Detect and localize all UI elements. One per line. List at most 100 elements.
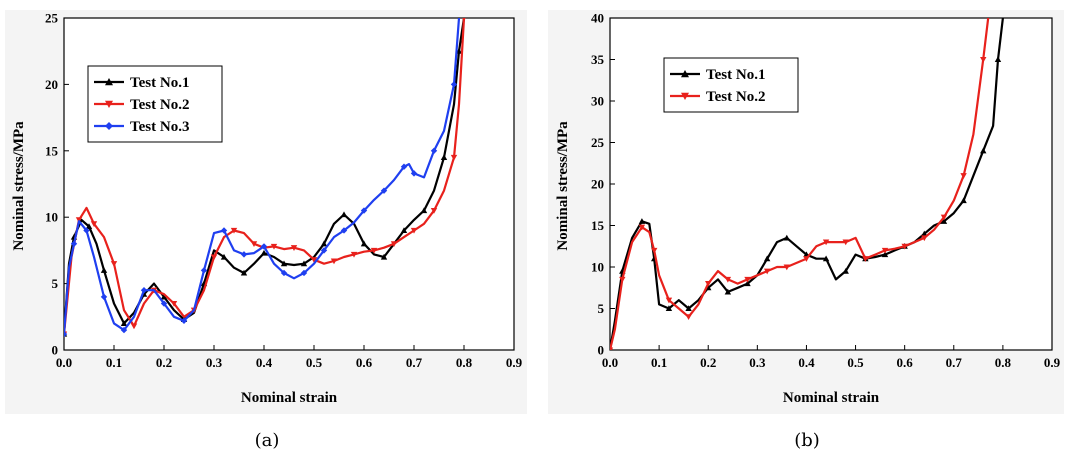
data-point-3-a [160, 300, 168, 307]
x-tick-label-b: 0.2 [700, 355, 716, 370]
y-tick-label-a: 15 [45, 143, 59, 158]
data-point-1-b [638, 218, 646, 224]
data-point-2-b [803, 256, 810, 262]
data-point-1-a [320, 240, 328, 247]
data-point-1-b [980, 147, 987, 154]
data-point-1-b [822, 255, 830, 262]
data-point-1-a [280, 260, 288, 267]
x-tick-label-b: 0.6 [897, 355, 914, 370]
legend-marker-a [105, 100, 113, 108]
data-point-2-b [610, 347, 614, 350]
data-point-1-b [881, 251, 889, 258]
x-tick-label-a: 0.2 [156, 355, 172, 370]
x-tick-label-a: 0.8 [456, 355, 473, 370]
data-point-2-b [940, 214, 948, 221]
data-point-1-a [120, 320, 128, 326]
data-point-3-a [280, 269, 288, 277]
data-point-2-b [921, 235, 928, 242]
x-axis-label-a: Nominal strain [241, 390, 338, 406]
y-tick-label-b: 10 [591, 260, 604, 275]
data-point-2-b [960, 173, 967, 179]
x-tick-label-a: 0.6 [356, 355, 373, 370]
data-point-3-a [200, 267, 208, 274]
data-point-1-b [665, 305, 673, 312]
y-tick-label-b: 25 [591, 135, 605, 150]
data-point-3-a [410, 170, 418, 177]
y-tick-label-a: 5 [52, 276, 59, 291]
data-point-1-b [763, 255, 771, 262]
data-point-2-a [370, 247, 378, 254]
data-point-3-a [83, 227, 90, 234]
data-point-2-a [410, 227, 418, 234]
x-tick-label-b: 0.0 [602, 355, 618, 370]
y-axis-label-a: Nominal stress/MPa [11, 121, 27, 251]
data-point-1-a [220, 253, 228, 260]
x-tick-label-b: 0.8 [995, 355, 1012, 370]
x-tick-label-b: 0.4 [798, 355, 815, 370]
x-axis-label-b: Nominal strain [783, 390, 880, 406]
data-point-2-b [842, 239, 849, 246]
data-point-3-a [360, 207, 368, 214]
y-tick-label-b: 0 [598, 343, 605, 358]
legend-label-a: Test No.2 [130, 97, 189, 113]
x-tick-label-b: 0.1 [651, 355, 667, 370]
data-point-1-a [85, 223, 93, 230]
data-point-2-a [230, 227, 238, 234]
series-group-a [64, 18, 466, 338]
legend-label-a: Test No.1 [130, 75, 189, 91]
data-point-2-b [980, 56, 987, 63]
data-point-2-a [90, 221, 98, 228]
legend-label-a: Test No.3 [130, 119, 189, 135]
legend-marker-a [105, 122, 113, 130]
data-point-2-b [619, 276, 626, 283]
data-point-1-b [724, 288, 732, 295]
y-tick-label-b: 20 [591, 177, 604, 192]
data-point-1-a [340, 211, 348, 218]
data-point-2-a [310, 257, 318, 263]
x-tick-label-b: 0.3 [749, 355, 766, 370]
caption-a: (a) [255, 430, 280, 451]
legend-b: Test No.1 Test No.2 [663, 57, 799, 113]
data-point-1-b [921, 230, 928, 237]
ticks-a: 0.0 0.1 0.2 0.3 0.4 0.5 0.6 0.7 0.8 0.9 0 5 10 15 20 25 [45, 11, 523, 371]
data-point-1-a [420, 207, 428, 214]
data-point-3-a [220, 227, 228, 234]
y-tick-label-a: 25 [45, 11, 59, 26]
data-point-3-a [320, 247, 328, 254]
data-point-2-a [110, 261, 118, 267]
y-tick-label-a: 0 [52, 343, 59, 358]
caption-b: (b) [794, 430, 820, 451]
data-point-1-a [260, 249, 268, 256]
chart-panel-b: 0.0 0.1 0.2 0.3 0.4 0.5 0.6 0.7 0.8 0.9 0 5 10 15 20 25… [548, 10, 1064, 451]
data-point-1-b [783, 234, 790, 241]
data-point-2-b [881, 247, 889, 254]
legend-box-b [663, 57, 799, 113]
data-point-1-a [160, 293, 168, 300]
legend-marker-a [105, 78, 113, 86]
y-tick-label-b: 5 [598, 301, 605, 316]
x-tick-label-b: 0.5 [847, 355, 864, 370]
x-tick-label-b: 0.9 [1044, 355, 1061, 370]
data-point-1-b [960, 197, 967, 204]
legend-a: Test No.1 Test No.2 Test No.3 [87, 65, 223, 143]
ticks-b: 0.0 0.1 0.2 0.3 0.4 0.5 0.6 0.7 0.8 0.9 0 5 10 15 20 25… [591, 11, 1061, 371]
data-point-1-b [940, 218, 948, 224]
x-tick-label-a: 0.5 [306, 355, 323, 370]
x-tick-label-a: 0.3 [206, 355, 223, 370]
data-point-1-a [100, 267, 108, 273]
data-point-1-b [744, 280, 751, 287]
chart-panel-a: 0.0 0.1 0.2 0.3 0.4 0.5 0.6 0.7 0.8 0.9 0 5 10 15 20 25… [5, 10, 527, 451]
data-point-3-a [450, 81, 458, 88]
data-point-2-a [430, 208, 438, 214]
y-tick-label-b: 35 [591, 52, 605, 67]
data-point-2-a [250, 241, 258, 247]
x-tick-label-b: 0.7 [946, 355, 963, 370]
data-point-1-a [240, 269, 248, 276]
data-point-2-b [783, 264, 790, 271]
data-point-2-b [744, 276, 751, 283]
data-point-2-b [724, 276, 732, 283]
x-tick-label-a: 0.7 [406, 355, 423, 370]
y-tick-label-b: 30 [591, 94, 604, 109]
data-point-2-a [170, 300, 178, 307]
data-point-3-a [140, 287, 148, 294]
